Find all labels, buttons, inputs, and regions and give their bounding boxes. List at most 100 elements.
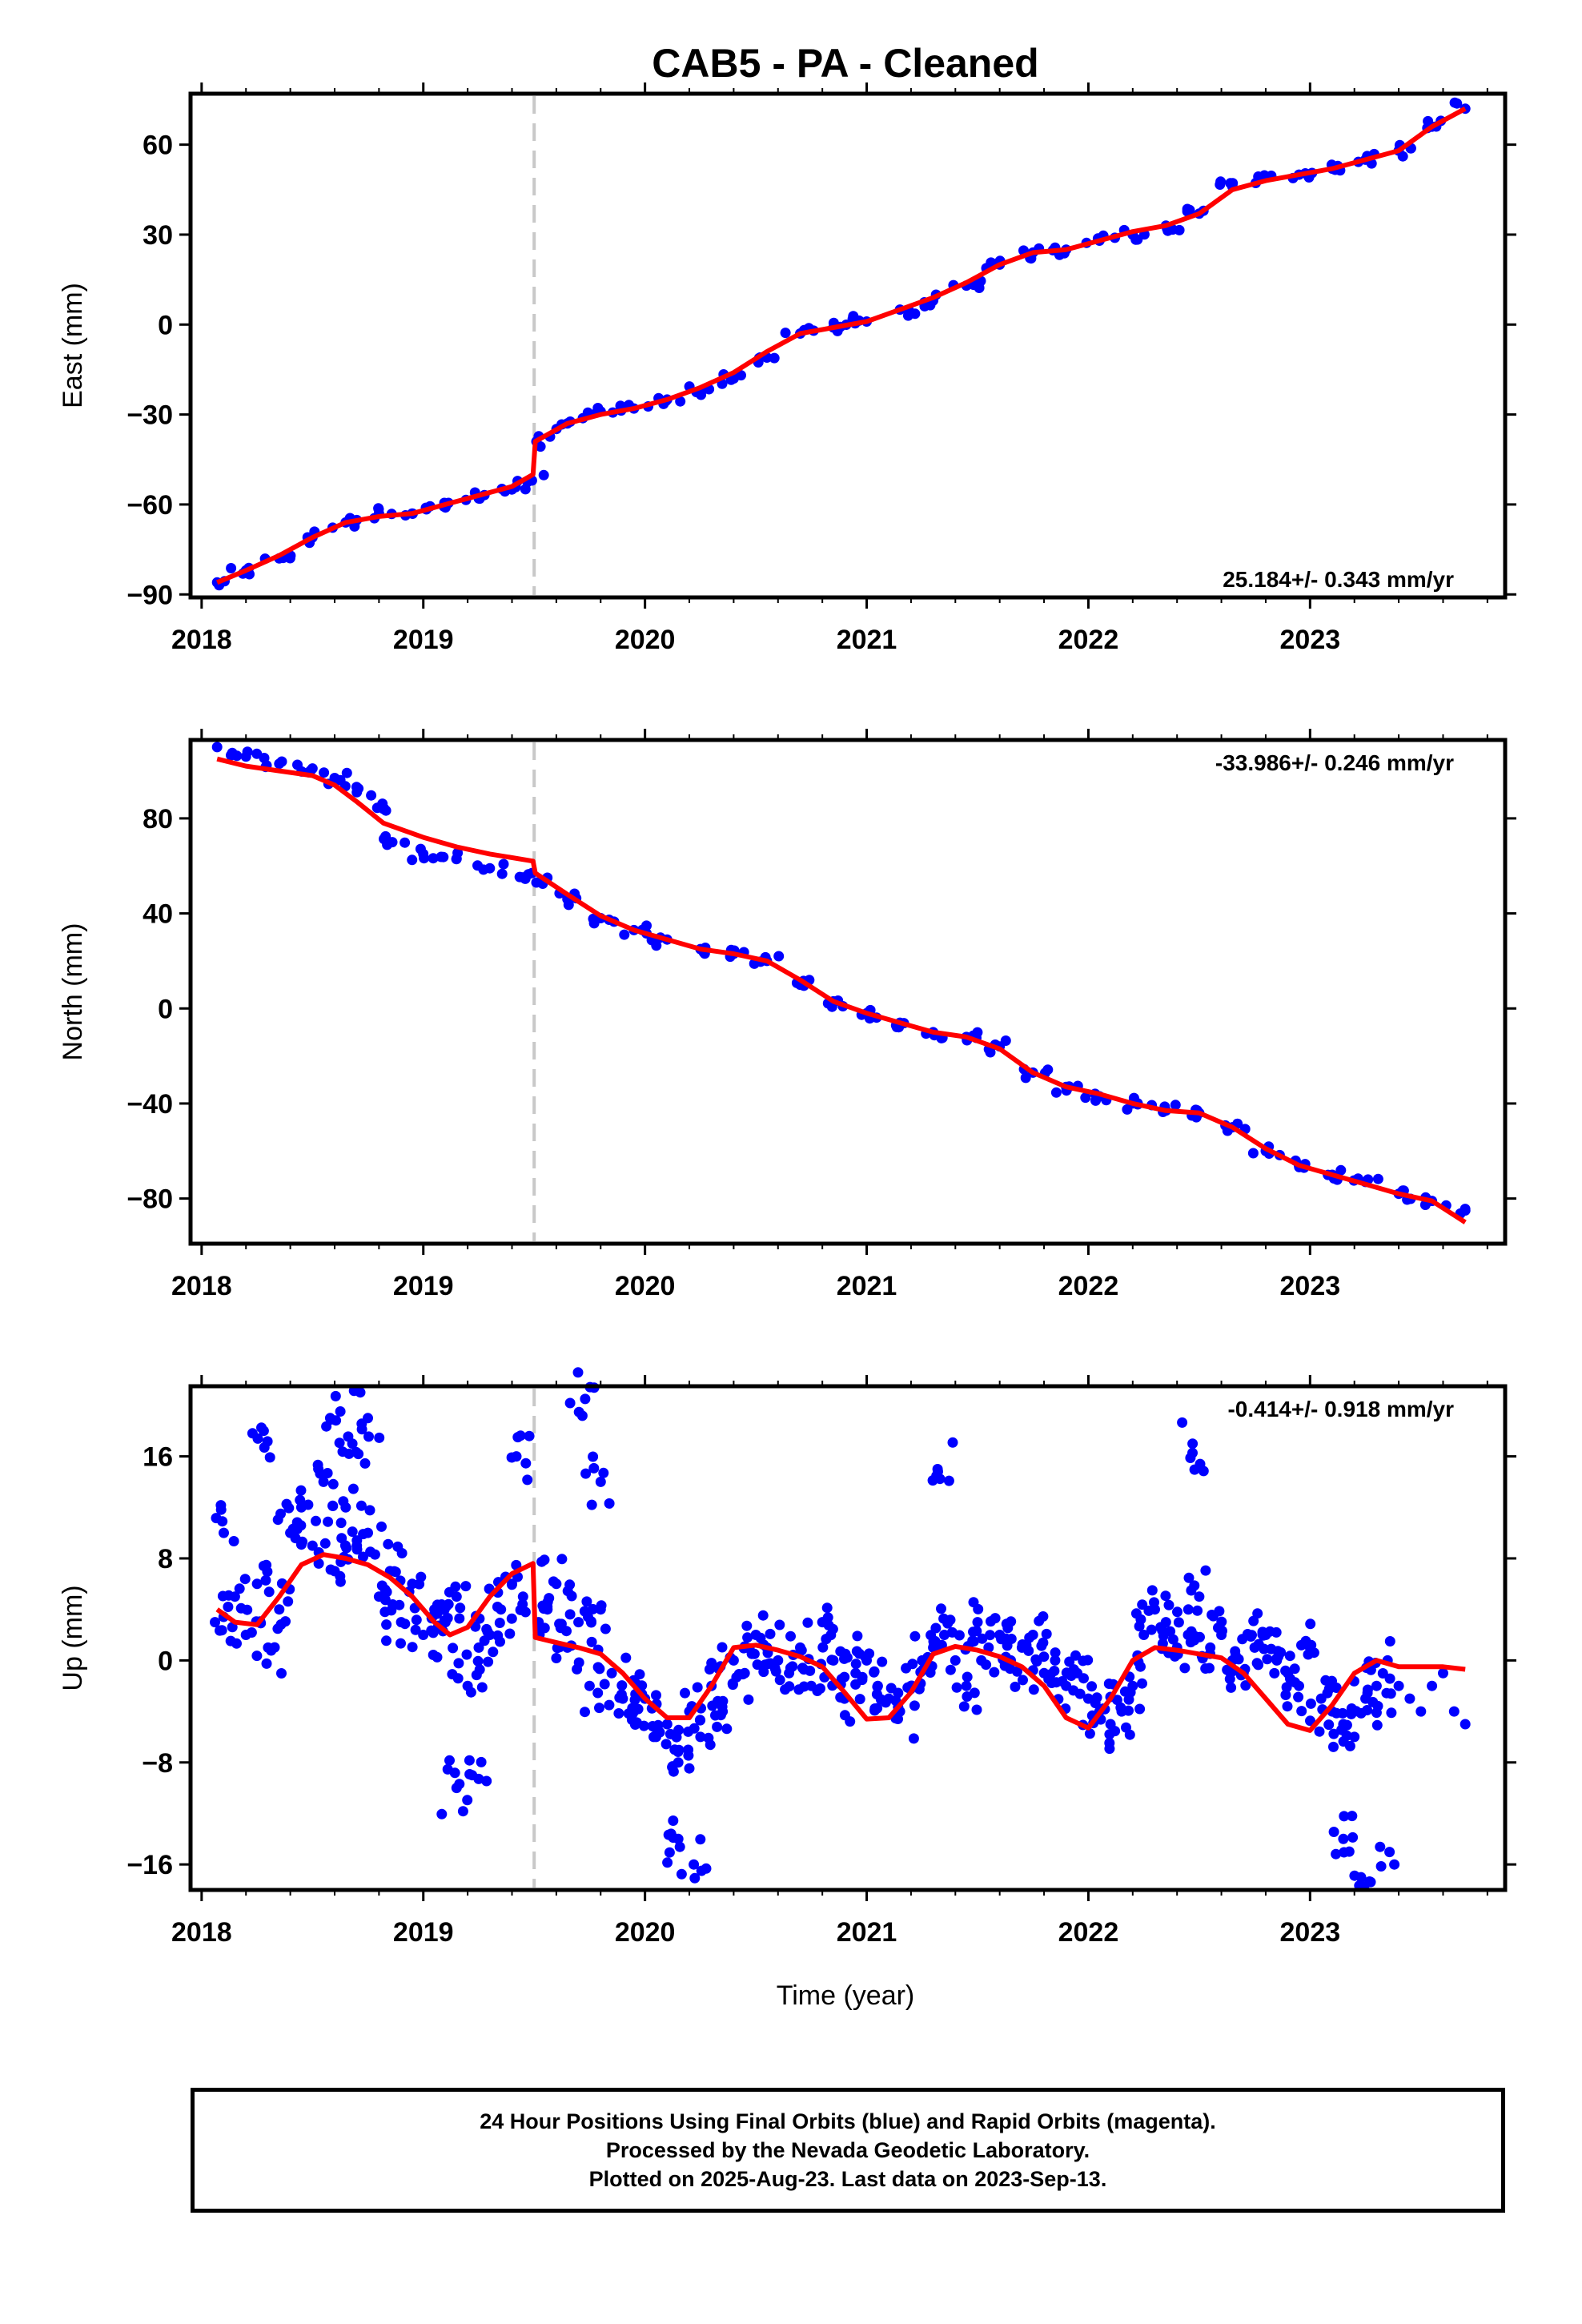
north-observation-point <box>428 853 439 864</box>
up-observation-point <box>1308 1647 1319 1659</box>
up-observation-point <box>696 1865 707 1876</box>
up-observation-point <box>473 1773 484 1784</box>
north-ytick-label: 0 <box>158 994 173 1024</box>
east-observation-point <box>1259 170 1270 181</box>
up-observation-point <box>381 1619 392 1630</box>
up-observation-point <box>663 1829 674 1840</box>
east-ytick-label: −60 <box>126 490 173 521</box>
up-observation-point <box>351 1544 363 1555</box>
up-observation-point <box>850 1679 861 1690</box>
up-observation-point <box>260 1574 271 1586</box>
east-observation-point <box>535 441 546 452</box>
up-observation-point <box>481 1775 492 1787</box>
up-observation-point <box>588 1451 599 1462</box>
up-observation-point <box>648 1731 659 1743</box>
up-observation-point <box>452 1673 464 1684</box>
up-observation-point <box>689 1872 701 1884</box>
north-observation-point <box>400 837 411 848</box>
up-observation-point <box>985 1630 996 1641</box>
up-observation-point <box>358 1551 368 1562</box>
up-ytick-label: −16 <box>126 1850 173 1880</box>
up-observation-point <box>880 1697 891 1708</box>
north-ytick-label: 80 <box>143 804 173 834</box>
north-observation-point <box>451 854 462 865</box>
east-plot-frame <box>188 91 1508 600</box>
up-observation-point <box>566 1590 577 1602</box>
up-observation-point <box>355 1387 366 1398</box>
up-observation-point <box>1182 1604 1194 1615</box>
up-observation-point <box>1393 1680 1404 1691</box>
up-observation-point <box>877 1656 888 1667</box>
up-observation-point <box>544 1593 555 1604</box>
up-model-curve <box>215 1552 1466 1733</box>
up-observation-point <box>841 1652 853 1663</box>
up-observation-point <box>383 1538 394 1550</box>
east-panel: 2018 2019 2020 2021 2022 2023 −90 −60 −30 0 30 60 Ea… <box>58 82 1516 655</box>
up-rate-label: -0.414+/- 0.918 mm/yr <box>1227 1397 1454 1421</box>
east-observation-point <box>1449 97 1460 108</box>
up-observation-point <box>1282 1701 1293 1712</box>
up-observation-point <box>1285 1673 1295 1684</box>
up-observation-point <box>1362 1687 1373 1699</box>
up-observation-point <box>335 1406 346 1417</box>
up-observation-point <box>925 1667 936 1678</box>
up-observation-point <box>517 1591 528 1602</box>
north-xtick-label: 2021 <box>837 1271 897 1301</box>
north-panel: 2018 2019 2020 2021 2022 2023 −80 −40 0 40 80 North… <box>58 729 1516 1301</box>
up-observation-point <box>1375 1841 1386 1852</box>
up-observation-point <box>488 1647 499 1658</box>
up-observation-point <box>673 1724 685 1735</box>
up-observation-point <box>436 1808 448 1819</box>
up-observation-point <box>822 1612 833 1623</box>
up-observation-point <box>662 1857 673 1868</box>
up-observation-point <box>251 1651 263 1662</box>
up-observation-point <box>861 1655 872 1666</box>
up-observation-point <box>453 1658 464 1669</box>
up-observation-point <box>972 1617 983 1628</box>
up-observation-point <box>1305 1698 1316 1709</box>
up-observation-point <box>947 1437 958 1448</box>
up-observation-point <box>715 1710 726 1721</box>
up-observation-point <box>945 1664 956 1675</box>
up-observation-point <box>990 1613 1001 1624</box>
up-observation-point <box>1050 1647 1061 1659</box>
north-observations <box>211 742 1471 1219</box>
up-observation-point <box>251 1578 263 1590</box>
up-observation-point <box>535 1624 546 1635</box>
up-observation-point <box>1305 1618 1316 1630</box>
up-observation-point <box>444 1586 455 1598</box>
up-observation-point <box>442 1763 453 1775</box>
up-observation-point <box>295 1485 307 1496</box>
up-observation-point <box>1050 1655 1061 1666</box>
north-observation-point <box>351 782 362 793</box>
up-observation-point <box>464 1769 476 1779</box>
up-observation-point <box>717 1642 728 1653</box>
up-observation-point <box>958 1701 970 1712</box>
north-observation-point <box>1042 1064 1054 1076</box>
north-observation-point <box>379 803 390 814</box>
up-observation-point <box>295 1494 306 1506</box>
up-observation-point <box>961 1680 972 1691</box>
up-observation-point <box>322 1468 333 1478</box>
up-observation-point <box>586 1499 597 1510</box>
up-observation-point <box>1251 1658 1263 1669</box>
up-observation-point <box>684 1763 695 1774</box>
up-observation-point <box>1323 1683 1335 1695</box>
up-observation-point <box>616 1680 628 1691</box>
up-observation-point <box>464 1755 475 1766</box>
up-observation-point <box>363 1431 374 1442</box>
up-observation-point <box>749 1648 760 1659</box>
footer-line-1: 24 Hour Positions Using Final Orbits (bl… <box>480 2109 1216 2133</box>
up-observation-point <box>1038 1637 1049 1648</box>
north-observation-point <box>619 929 630 940</box>
up-observation-point <box>742 1632 753 1643</box>
up-ytick-label: −8 <box>142 1748 173 1779</box>
up-observation-point <box>564 1397 576 1409</box>
north-observation-point <box>1460 1204 1471 1215</box>
up-observation-point <box>606 1667 617 1679</box>
up-observation-point <box>573 1617 584 1628</box>
up-observation-point <box>1023 1645 1034 1656</box>
up-observation-point <box>669 1744 681 1755</box>
up-observation-point <box>908 1733 919 1744</box>
up-observation-point <box>950 1655 961 1666</box>
